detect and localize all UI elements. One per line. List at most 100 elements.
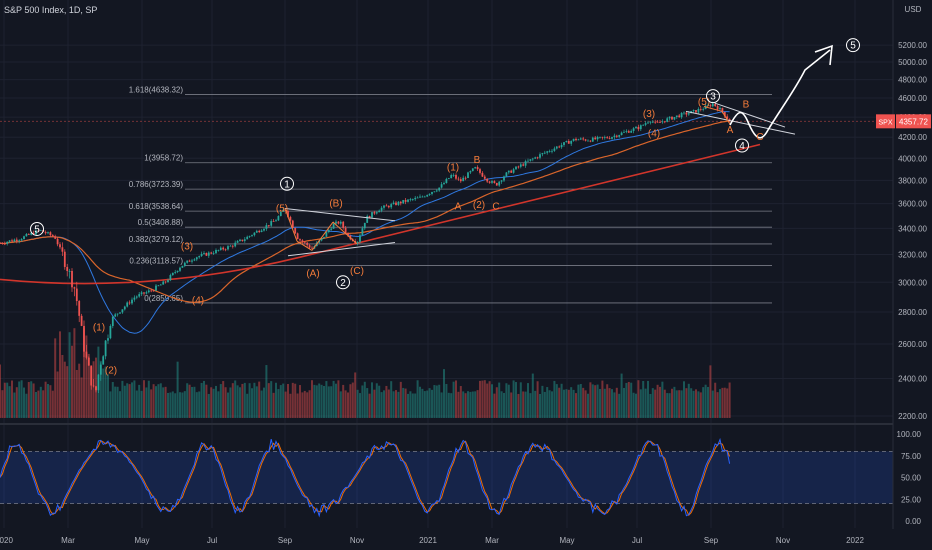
candle-body xyxy=(375,212,378,214)
volume-bar xyxy=(500,391,503,418)
volume-bar xyxy=(495,387,498,418)
candle-body xyxy=(507,170,510,173)
volume-bar xyxy=(289,393,292,418)
candle-body xyxy=(714,103,717,107)
candle-body xyxy=(85,351,88,358)
volume-bar xyxy=(277,389,280,418)
candle-body xyxy=(241,239,244,241)
candle-body xyxy=(327,229,330,233)
candle-body xyxy=(111,316,114,327)
candle-body xyxy=(179,267,181,271)
volume-bar xyxy=(471,391,474,418)
wave-label: B xyxy=(743,100,750,111)
candle-body xyxy=(474,167,477,169)
volume-bar xyxy=(608,388,611,418)
candle-body xyxy=(471,168,474,172)
candle-body xyxy=(716,106,719,110)
volume-bar xyxy=(224,387,227,418)
volume-bar xyxy=(121,380,124,418)
volume-bar xyxy=(467,391,469,418)
candle-body xyxy=(337,221,340,224)
volume-bar xyxy=(517,393,520,418)
trend-line xyxy=(284,207,396,222)
candle-body xyxy=(6,241,9,244)
volume-bar xyxy=(296,393,299,418)
candle-body xyxy=(157,285,160,287)
volume-bar xyxy=(339,391,342,418)
arrow-icon xyxy=(814,44,833,66)
candle-body xyxy=(342,221,345,228)
volume-bar xyxy=(488,381,491,418)
candle-body xyxy=(387,205,390,208)
candle-body xyxy=(289,216,292,221)
volume-bar xyxy=(611,389,613,418)
candle-body xyxy=(243,239,246,241)
volume-bar xyxy=(531,373,534,418)
candle-body xyxy=(200,253,203,257)
candle-body xyxy=(299,239,301,241)
candle-body xyxy=(18,240,21,242)
volume-bar xyxy=(354,372,357,418)
volume-bar xyxy=(541,385,544,418)
candle-body xyxy=(215,249,217,254)
candle-body xyxy=(529,159,532,161)
volume-bar xyxy=(164,386,167,418)
candle-body xyxy=(438,187,441,191)
volume-bar xyxy=(85,335,88,418)
volume-bar xyxy=(543,391,546,418)
candle-body xyxy=(481,172,484,177)
candle-body xyxy=(347,233,349,236)
volume-bar xyxy=(198,391,201,418)
volume-bar xyxy=(8,386,11,418)
last-price-value: 4357.72 xyxy=(899,117,928,126)
candle-body xyxy=(123,306,126,310)
candle-body xyxy=(0,243,1,244)
volume-bar xyxy=(603,388,606,418)
candle-body xyxy=(383,205,385,208)
volume-bar xyxy=(709,365,712,418)
wave-label: 5 xyxy=(34,224,40,235)
candle-body xyxy=(469,171,472,173)
volume-bar xyxy=(445,383,448,418)
price-tick-label: 2800.00 xyxy=(898,308,927,317)
volume-bar xyxy=(200,382,203,418)
candle-body xyxy=(560,144,563,148)
volume-bar xyxy=(176,361,179,418)
candle-body xyxy=(397,201,400,205)
candle-body xyxy=(402,199,405,204)
volume-bar xyxy=(695,389,697,418)
volume-bar xyxy=(423,391,426,418)
candle-body xyxy=(152,290,155,292)
volume-bar xyxy=(155,386,157,418)
volume-bar xyxy=(217,391,220,418)
volume-bar xyxy=(13,392,16,418)
volume-bar xyxy=(594,385,597,418)
volume-bar xyxy=(680,390,683,418)
price-tick-label: 5200.00 xyxy=(898,41,927,50)
volume-bar xyxy=(335,383,337,418)
fib-level-label: 1.618(4638.32) xyxy=(129,85,184,94)
volume-bar xyxy=(409,391,412,418)
wave-label: 3 xyxy=(710,92,716,103)
price-tick-label: 3000.00 xyxy=(898,278,927,287)
volume-bar xyxy=(193,386,196,418)
candle-body xyxy=(131,299,133,304)
candle-body xyxy=(330,228,333,230)
moving-average-slow xyxy=(0,120,730,304)
candle-body xyxy=(217,249,220,251)
candle-body xyxy=(73,287,76,289)
candle-body xyxy=(90,365,93,386)
volume-bar xyxy=(83,328,85,418)
volume-bar xyxy=(351,382,354,418)
volume-bar xyxy=(159,383,162,418)
candle-body xyxy=(661,121,664,123)
volume-bar xyxy=(90,367,93,418)
candle-body xyxy=(620,132,623,136)
volume-bar xyxy=(325,381,328,418)
volume-bar xyxy=(287,383,289,418)
volume-bar xyxy=(519,382,522,418)
volume-bar xyxy=(582,387,585,418)
candle-body xyxy=(32,232,35,235)
volume-bar xyxy=(630,382,633,418)
